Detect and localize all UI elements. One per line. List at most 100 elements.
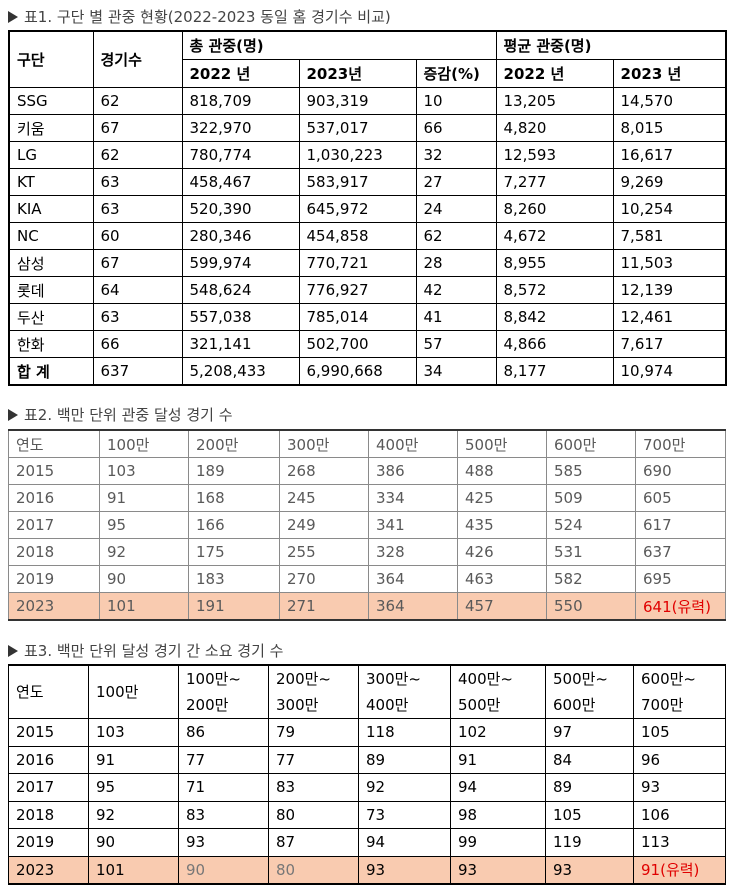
header-cell: 연도 [8, 664, 89, 719]
cell: 90 [88, 828, 179, 857]
cell: LG [8, 141, 94, 169]
cell: 12,461 [612, 303, 727, 331]
cell: 617 [635, 511, 726, 539]
cell: 641(유력) [635, 592, 726, 621]
cell: 105 [633, 718, 726, 747]
cell: 63 [92, 195, 183, 223]
cell: 280,346 [181, 222, 300, 250]
row: 2016 91 77 77 89 91 84 96 [8, 745, 726, 774]
header-cell: 100만~ 200만 [178, 664, 269, 719]
cell: 73 [358, 800, 451, 829]
cell: 34 [415, 357, 497, 386]
cell: 97 [545, 718, 634, 747]
cell: 341 [368, 511, 458, 539]
cell: 삼성 [8, 249, 94, 277]
cell: 77 [178, 745, 269, 774]
header-cell: 400만 [368, 429, 458, 458]
header-cell: 100만 [99, 429, 189, 458]
cell: 101 [88, 855, 179, 885]
header-cell: 100만 [88, 664, 179, 719]
cell: 2018 [8, 800, 89, 829]
row: 롯데 64 548,624 776,927 42 8,572 12,139 [8, 276, 727, 304]
cell: 7,581 [612, 222, 727, 250]
cell: 520,390 [181, 195, 300, 223]
cell: 328 [368, 538, 458, 566]
cell: 42 [415, 276, 497, 304]
cell: 80 [268, 855, 359, 885]
cell: 94 [450, 773, 546, 802]
cell: 2023 [8, 592, 100, 621]
cell: 537,017 [298, 114, 417, 142]
row: 2016 91 168 245 334 425 509 605 [8, 484, 726, 512]
cell: 458,467 [181, 168, 300, 196]
cell: 92 [88, 800, 179, 829]
row: 합 계 637 5,208,433 6,990,668 34 8,177 10,974 [8, 357, 727, 386]
cell: 93 [178, 828, 269, 857]
title-text: 표3. 백만 단위 달성 경기 간 소요 경기 수 [24, 642, 284, 660]
cell: 780,774 [181, 141, 300, 169]
cell: 770,721 [298, 249, 417, 277]
cell: SSG [8, 87, 94, 115]
row: KT 63 458,467 583,917 27 7,277 9,269 [8, 168, 727, 196]
row: 한화 66 321,141 502,700 57 4,866 7,617 [8, 330, 727, 358]
cell: 101 [99, 592, 189, 621]
cell: 91 [88, 745, 179, 774]
cell: 119 [545, 828, 634, 857]
cell: 463 [457, 565, 547, 593]
cell: 두산 [8, 303, 94, 331]
cell: 8,842 [495, 303, 614, 331]
cell: 557,038 [181, 303, 300, 331]
cell: 한화 [8, 330, 94, 358]
title-text: 표1. 구단 별 관중 현황(2022-2023 동일 홈 경기수 비교) [24, 8, 391, 26]
header-cell: 300만~ 400만 [358, 664, 451, 719]
cell: 99 [450, 828, 546, 857]
row: 2019 90 183 270 364 463 582 695 [8, 565, 726, 593]
cell: 548,624 [181, 276, 300, 304]
cell: 255 [279, 538, 369, 566]
row: 2017 95 166 249 341 435 524 617 [8, 511, 726, 539]
cell: 4,820 [495, 114, 614, 142]
cell: 27 [415, 168, 497, 196]
cell: 695 [635, 565, 726, 593]
cell: 91 [450, 745, 546, 774]
cell: 93 [358, 855, 451, 885]
row: 2015 103 86 79 118 102 97 105 [8, 718, 726, 747]
cell: NC [8, 222, 94, 250]
row: 2018 92 83 80 73 98 105 106 [8, 800, 726, 829]
cell: 531 [546, 538, 636, 566]
cell: 24 [415, 195, 497, 223]
cell: 60 [92, 222, 183, 250]
cell: 67 [92, 249, 183, 277]
header-cell: 2022 년 [495, 59, 614, 88]
cell: 80 [268, 800, 359, 829]
cell: 8,260 [495, 195, 614, 223]
cell: 66 [415, 114, 497, 142]
row: 2017 95 71 83 92 94 89 93 [8, 773, 726, 802]
header-row: 구단 경기수 총 관중(명) 평균 관중(명) [8, 30, 727, 88]
cell: 89 [358, 745, 451, 774]
cell: 57 [415, 330, 497, 358]
cell: 84 [545, 745, 634, 774]
row: KIA 63 520,390 645,972 24 8,260 10,254 [8, 195, 727, 223]
cell: 270 [279, 565, 369, 593]
row: NC 60 280,346 454,858 62 4,672 7,581 [8, 222, 727, 250]
cell: 92 [99, 538, 189, 566]
cell: 191 [188, 592, 280, 621]
cell: 488 [457, 457, 547, 485]
cell: 키움 [8, 114, 94, 142]
row: SSG 62 818,709 903,319 10 13,205 14,570 [8, 87, 727, 115]
cell: 2018 [8, 538, 100, 566]
cell: 86 [178, 718, 269, 747]
cell: 509 [546, 484, 636, 512]
cell: 12,593 [495, 141, 614, 169]
header-cell: 500만~ 600만 [545, 664, 634, 719]
row: 2018 92 175 255 328 426 531 637 [8, 538, 726, 566]
cell: 67 [92, 114, 183, 142]
cell: 690 [635, 457, 726, 485]
cell: 103 [88, 718, 179, 747]
cell: 364 [368, 565, 458, 593]
marker [8, 409, 18, 421]
row: 2019 90 93 87 94 99 119 113 [8, 828, 726, 857]
cell: 502,700 [298, 330, 417, 358]
cell: 425 [457, 484, 547, 512]
